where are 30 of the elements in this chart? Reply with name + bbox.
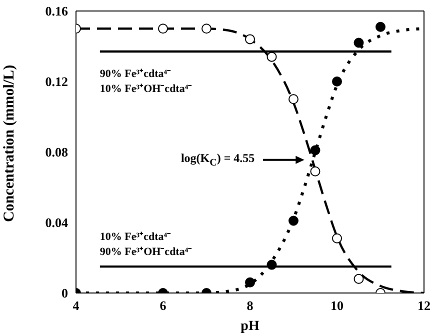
x-tick-label: 4	[72, 298, 80, 314]
point	[266, 260, 277, 270]
point	[310, 145, 320, 156]
point	[266, 52, 277, 62]
point	[354, 38, 364, 48]
y-tick-label: 0.12	[45, 74, 68, 90]
point	[310, 166, 320, 176]
point	[245, 277, 255, 288]
point	[332, 76, 342, 86]
y-tick-label: 0.08	[45, 144, 68, 160]
y-tick-label: 0.04	[45, 215, 68, 230]
point	[202, 24, 212, 34]
point	[245, 34, 255, 44]
point	[158, 24, 168, 34]
point	[288, 94, 298, 104]
y-tick-label: 0	[62, 286, 68, 301]
point	[354, 274, 364, 284]
annotation: 90% Fe³⁺cdta⁴⁻ 10% Fe³⁺OH⁻cdta⁴⁻	[100, 67, 192, 98]
y-tick-label: 0.16	[45, 4, 68, 19]
annotation: log(K$_{C}$) = 4.55	[180, 150, 255, 170]
x-tick-label: 12	[418, 298, 430, 314]
annotation: 10% Fe³⁺cdta⁴⁻ 90% Fe³⁺OH⁻cdta⁴⁻	[100, 230, 192, 260]
x-tick-label: 10	[330, 298, 344, 314]
point	[332, 233, 342, 244]
x-tick-label: 6	[160, 298, 167, 314]
point	[376, 22, 386, 32]
x-tick-label: 8	[246, 298, 254, 314]
point	[288, 216, 298, 226]
x-axis-title: pH	[240, 319, 260, 334]
y-axis-title: Concentration (mmol/L)	[1, 64, 18, 222]
